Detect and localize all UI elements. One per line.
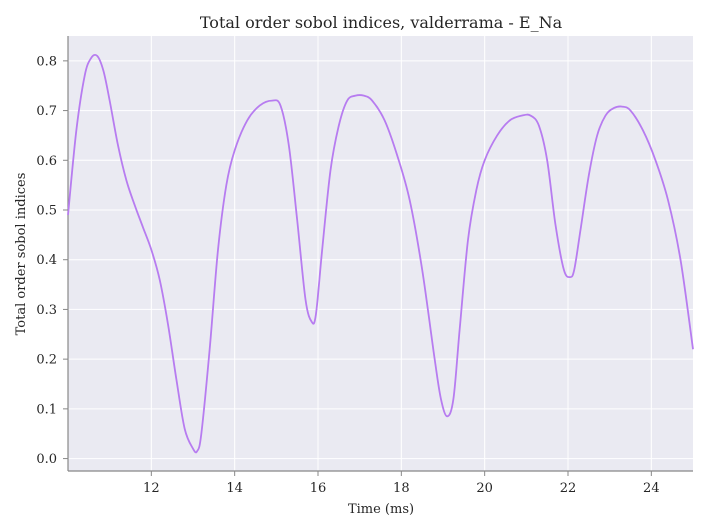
series-line <box>67 53 694 454</box>
y-tick-label: 0.1 <box>36 402 57 417</box>
y-tick-label: 0.3 <box>36 303 57 318</box>
y-tick-label: 0.4 <box>36 253 57 268</box>
x-tick-label: 16 <box>310 481 327 496</box>
x-tick-label: 12 <box>143 481 160 496</box>
y-tick-label: 0.8 <box>36 54 57 69</box>
x-tick-label: 20 <box>476 481 493 496</box>
y-tick-label: 0.6 <box>36 154 57 169</box>
y-tick-label: 0.2 <box>36 353 57 368</box>
x-tick-label: 24 <box>643 481 660 496</box>
y-tick-label: 0.0 <box>36 452 57 467</box>
y-tick-label: 0.7 <box>36 104 57 119</box>
x-tick-label: 18 <box>393 481 410 496</box>
y-tick-label: 0.5 <box>36 204 57 219</box>
x-tick-label: 14 <box>226 481 243 496</box>
chart-title: Total order sobol indices, valderrama - … <box>200 13 563 32</box>
x-tick-label: 22 <box>560 481 577 496</box>
x-axis-label: Time (ms) <box>348 502 414 517</box>
x-axis-ticks: 12 14 16 18 20 22 24 <box>143 471 660 496</box>
plot-background <box>68 36 693 471</box>
grid-lines <box>68 36 693 471</box>
y-axis-ticks: 0.0 0.1 0.2 0.3 0.4 0.5 0.6 0.7 0.8 <box>36 54 68 467</box>
y-axis-label: Total order sobol indices <box>14 173 29 336</box>
axes <box>67 36 693 472</box>
